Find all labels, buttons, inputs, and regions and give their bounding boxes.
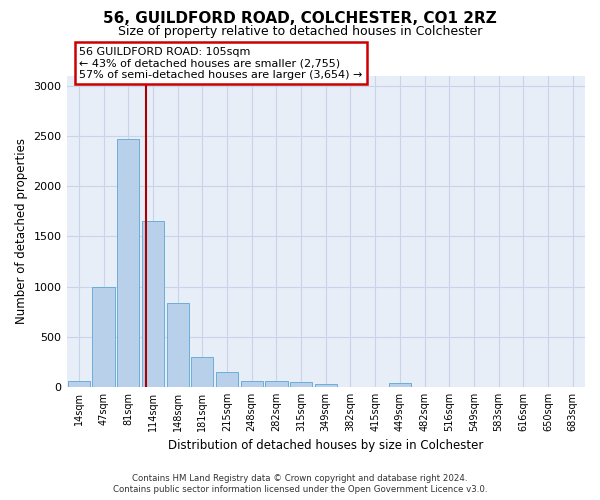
X-axis label: Distribution of detached houses by size in Colchester: Distribution of detached houses by size … [168,440,484,452]
Bar [117,139,139,387]
Bar [191,357,214,387]
Text: 56 GUILDFORD ROAD: 105sqm
← 43% of detached houses are smaller (2,755)
57% of se: 56 GUILDFORD ROAD: 105sqm ← 43% of detac… [79,46,363,80]
Y-axis label: Number of detached properties: Number of detached properties [15,138,28,324]
Bar [241,382,263,387]
Bar [290,382,312,387]
Bar [92,286,115,387]
Bar [389,384,411,387]
Text: Size of property relative to detached houses in Colchester: Size of property relative to detached ho… [118,25,482,38]
Bar [216,372,238,387]
Text: 56, GUILDFORD ROAD, COLCHESTER, CO1 2RZ: 56, GUILDFORD ROAD, COLCHESTER, CO1 2RZ [103,11,497,26]
Bar [142,222,164,387]
Bar [68,381,90,387]
Bar [314,384,337,387]
Text: Contains HM Land Registry data © Crown copyright and database right 2024.
Contai: Contains HM Land Registry data © Crown c… [113,474,487,494]
Bar [265,382,287,387]
Bar [167,302,189,387]
